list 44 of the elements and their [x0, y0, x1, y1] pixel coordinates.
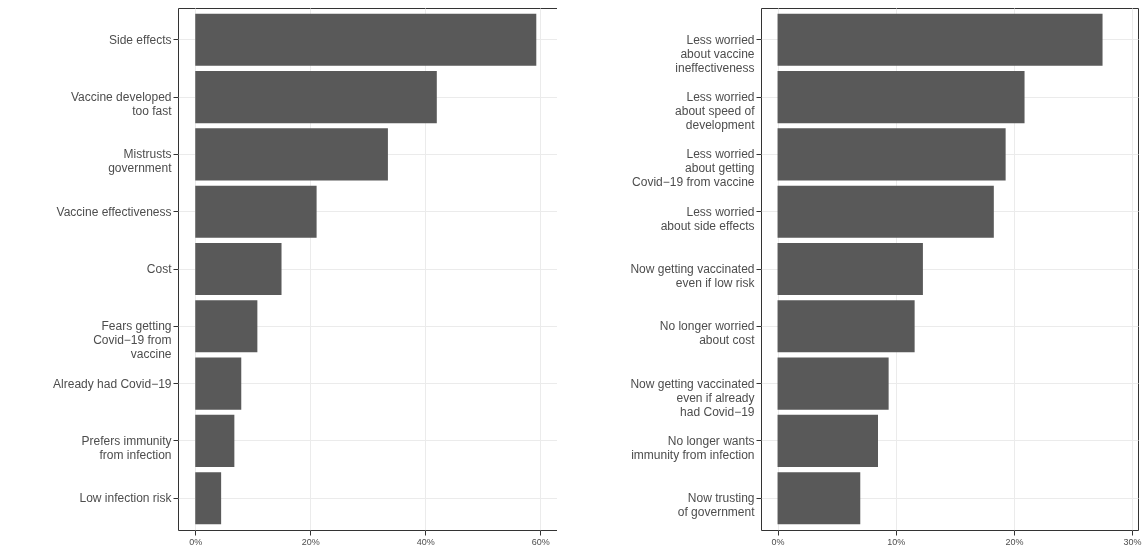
bar — [195, 242, 282, 296]
bar — [195, 71, 437, 124]
y-tick-label: Low infection risk — [79, 491, 173, 506]
bar — [777, 13, 1103, 66]
bar — [195, 357, 242, 410]
bar — [777, 128, 1006, 181]
y-tick-label: Cost — [146, 262, 173, 276]
x-tick-label: 40% — [416, 536, 435, 547]
y-tick-label: Now getting vaccinated even if already had Covid−19 — [630, 376, 755, 419]
y-tick-label: Vaccine effectiveness — [56, 204, 172, 219]
bar — [195, 472, 222, 525]
y-tick-label: No longer wants immunity from infection — [631, 433, 755, 462]
y-tick-label: Now getting vaccinated even if low risk — [630, 262, 756, 290]
x-tick-label: 20% — [1005, 536, 1024, 547]
bar — [777, 185, 994, 238]
x-tick-label: 60% — [531, 536, 550, 547]
x-tick-label: 20% — [301, 536, 320, 547]
bar — [777, 242, 923, 296]
bar — [777, 71, 1025, 124]
bar — [195, 300, 258, 353]
y-tick-label: Less worried about speed of development — [675, 90, 756, 133]
bar — [195, 128, 388, 181]
y-tick-label: Less worried about getting Covid−19 from vaccine — [632, 147, 755, 190]
y-tick-label: Less worried about vaccine ineffectiveness — [675, 32, 755, 75]
y-tick-label: Less worried about side effects — [660, 204, 755, 233]
bar — [777, 414, 878, 467]
bar — [777, 357, 889, 410]
y-tick-label: Fears getting Covid−19 from vaccine — [93, 319, 172, 362]
x-tick-label: 0% — [771, 536, 785, 547]
y-tick-label: Vaccine developed too fast — [70, 90, 173, 119]
y-tick-label: Already had Covid−19 — [53, 376, 172, 391]
x-tick-label: 30% — [1123, 536, 1142, 547]
y-tick-label: Prefers immunity from infection — [81, 433, 172, 462]
bar — [195, 185, 317, 238]
y-tick-label: Side effects — [109, 32, 172, 47]
bar — [777, 472, 861, 525]
x-tick-label: 10% — [887, 536, 906, 547]
bar — [195, 13, 537, 66]
bar — [195, 414, 235, 467]
bar — [777, 300, 915, 353]
y-tick-label: No longer worried about cost — [659, 319, 756, 348]
y-tick-label: Mistrusts government — [108, 147, 173, 176]
y-tick-label: Now trusting of government — [677, 491, 756, 520]
x-tick-label: 0% — [189, 536, 203, 547]
